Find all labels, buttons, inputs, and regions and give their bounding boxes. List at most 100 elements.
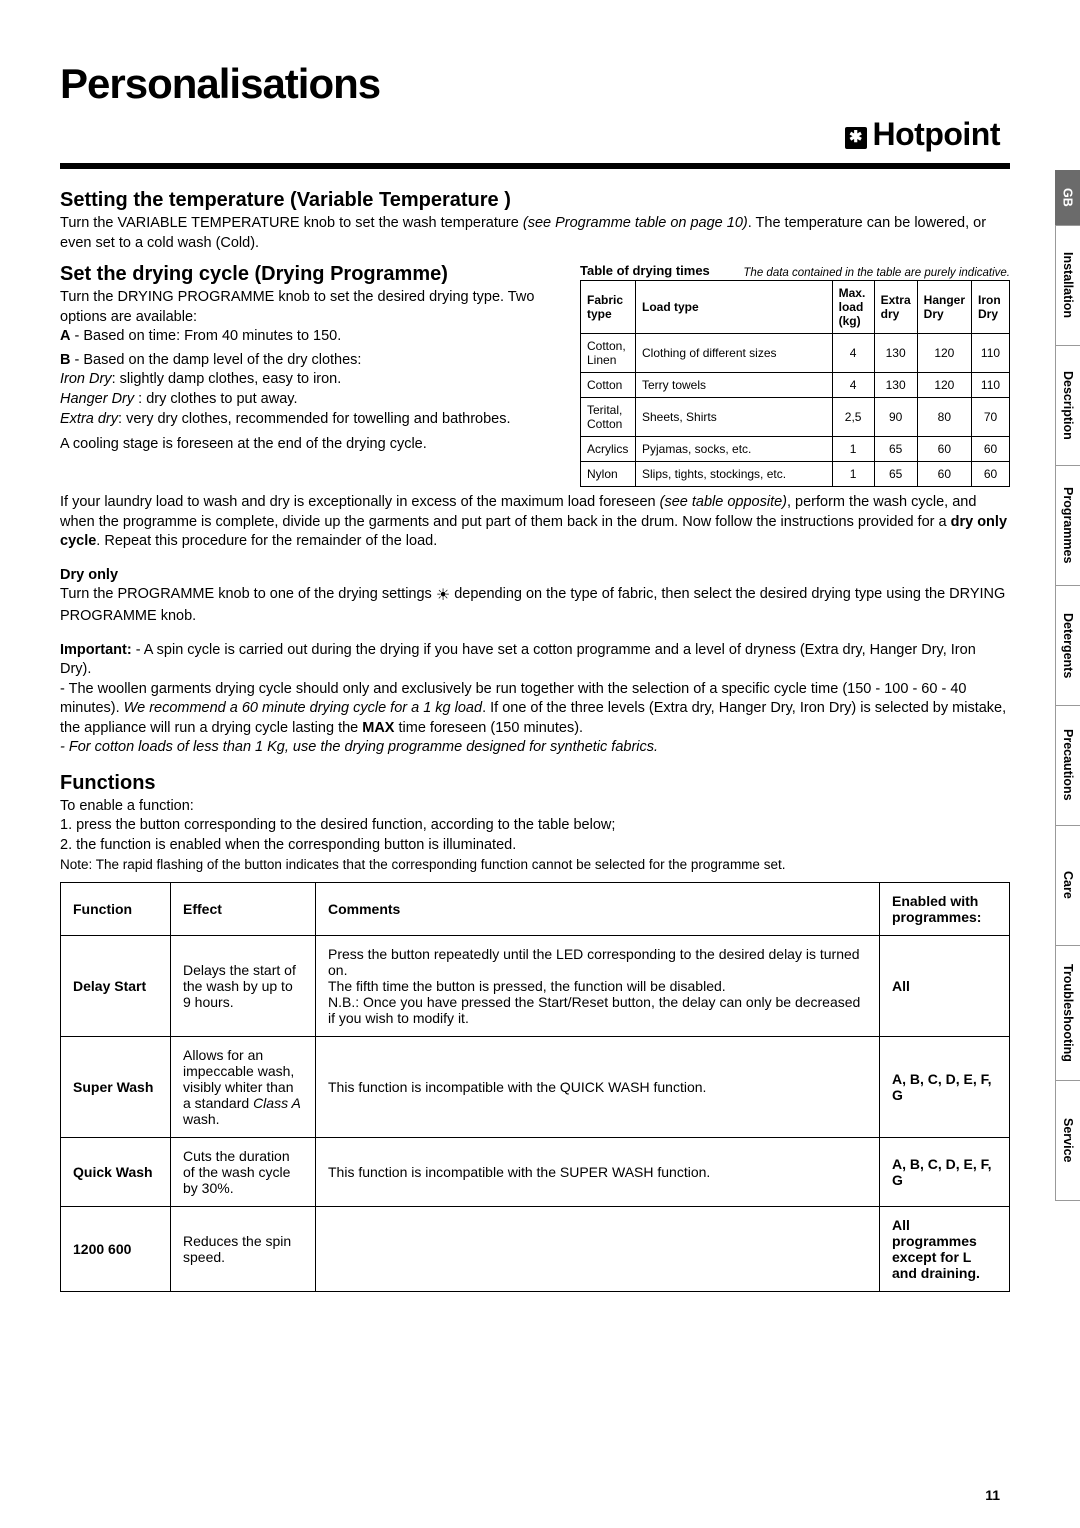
table-cell: Acrylics bbox=[581, 437, 636, 462]
side-tab[interactable]: Care bbox=[1055, 826, 1080, 946]
fn-th-effect: Effect bbox=[171, 882, 316, 935]
side-tab[interactable]: Programmes bbox=[1055, 466, 1080, 586]
functions-intro: To enable a function: bbox=[60, 797, 1010, 817]
drying-times-table: Fabric type Load type Max. load (kg) Ext… bbox=[580, 280, 1010, 487]
fn-spin-name: 1200 600 bbox=[61, 1206, 171, 1291]
dry-th-extra: Extra dry bbox=[874, 281, 917, 334]
dry-th-fabric: Fabric type bbox=[581, 281, 636, 334]
fn-quick-name: Quick Wash bbox=[61, 1137, 171, 1206]
functions-step2: 2. the function is enabled when the corr… bbox=[60, 836, 1010, 856]
brand-name: Hotpoint bbox=[873, 116, 1001, 152]
table-cell: 130 bbox=[874, 334, 917, 373]
fn-spin-comments bbox=[316, 1206, 880, 1291]
side-tab[interactable]: Description bbox=[1055, 346, 1080, 466]
dry-only-text: Turn the PROGRAMME knob to one of the dr… bbox=[60, 585, 1010, 626]
functions-note: Note: The rapid flashing of the button i… bbox=[60, 856, 1010, 874]
fn-super-enabled: A, B, C, D, E, F, G bbox=[880, 1036, 1010, 1137]
fn-th-comments: Comments bbox=[316, 882, 880, 935]
table-cell: 130 bbox=[874, 373, 917, 398]
drying-table-note: The data contained in the table are pure… bbox=[743, 267, 1010, 280]
fn-super-comments: This function is incompatible with the Q… bbox=[316, 1036, 880, 1137]
cooling-text: A cooling stage is foreseen at the end o… bbox=[60, 435, 565, 455]
table-cell: Terry towels bbox=[636, 373, 833, 398]
fn-spin-effect: Reduces the spin speed. bbox=[171, 1206, 316, 1291]
fn-th-function: Function bbox=[61, 882, 171, 935]
fn-delay-name: Delay Start bbox=[61, 935, 171, 1036]
table-cell: 120 bbox=[917, 373, 971, 398]
fn-super-effect: Allows for an impeccable wash, visibly w… bbox=[171, 1036, 316, 1137]
sun-icon: ☀ bbox=[436, 585, 450, 607]
side-tab[interactable]: Installation bbox=[1055, 226, 1080, 346]
side-tab[interactable]: GB bbox=[1055, 170, 1080, 226]
table-cell: Cotton, Linen bbox=[581, 334, 636, 373]
table-cell: Nylon bbox=[581, 462, 636, 487]
table-cell: Sheets, Shirts bbox=[636, 398, 833, 437]
page-title: Personalisations bbox=[60, 60, 1010, 108]
fn-delay-effect: Delays the start of the wash by up to 9 … bbox=[171, 935, 316, 1036]
table-cell: 1 bbox=[832, 462, 874, 487]
side-tabs: GBInstallationDescriptionProgrammesDeter… bbox=[1055, 170, 1080, 1201]
table-row: CottonTerry towels4130120110 bbox=[581, 373, 1010, 398]
heading-drying: Set the drying cycle (Drying Programme) bbox=[60, 263, 565, 286]
important-cotton: - For cotton loads of less than 1 Kg, us… bbox=[60, 738, 1010, 758]
temperature-text: Turn the VARIABLE TEMPERATURE knob to se… bbox=[60, 214, 1010, 253]
heading-temperature: Setting the temperature (Variable Temper… bbox=[60, 189, 1010, 212]
side-tab[interactable]: Service bbox=[1055, 1081, 1080, 1201]
side-tab[interactable]: Troubleshooting bbox=[1055, 946, 1080, 1081]
functions-step1: 1. press the button corresponding to the… bbox=[60, 816, 1010, 836]
table-cell: 70 bbox=[972, 398, 1010, 437]
important-block: Important: - A spin cycle is carried out… bbox=[60, 641, 1010, 680]
table-cell: 60 bbox=[972, 437, 1010, 462]
table-cell: 110 bbox=[972, 334, 1010, 373]
table-cell: 110 bbox=[972, 373, 1010, 398]
fn-quick-effect: Cuts the duration of the wash cycle by 3… bbox=[171, 1137, 316, 1206]
dry-only-heading: Dry only bbox=[60, 566, 1010, 586]
option-b: B - Based on the damp level of the dry c… bbox=[60, 351, 565, 371]
drying-table-caption: Table of drying times bbox=[580, 263, 710, 278]
table-row: AcrylicsPyjamas, socks, etc.1656060 bbox=[581, 437, 1010, 462]
table-row: Super Wash Allows for an impeccable wash… bbox=[61, 1036, 1010, 1137]
table-row: Cotton, LinenClothing of different sizes… bbox=[581, 334, 1010, 373]
dry-th-load: Load type bbox=[636, 281, 833, 334]
fn-th-enabled: Enabled with programmes: bbox=[880, 882, 1010, 935]
dry-th-iron: Iron Dry bbox=[972, 281, 1010, 334]
table-cell: 4 bbox=[832, 334, 874, 373]
table-cell: Cotton bbox=[581, 373, 636, 398]
important-wool: - The woollen garments drying cycle shou… bbox=[60, 680, 1010, 739]
brand-icon: ✱ bbox=[845, 127, 867, 149]
fn-spin-enabled: All programmes except for L and draining… bbox=[880, 1206, 1010, 1291]
heading-functions: Functions bbox=[60, 772, 1010, 795]
page-number: 11 bbox=[985, 1487, 1000, 1503]
table-cell: 4 bbox=[832, 373, 874, 398]
table-cell: 120 bbox=[917, 334, 971, 373]
excess-load-text: If your laundry load to wash and dry is … bbox=[60, 493, 1010, 552]
table-cell: 65 bbox=[874, 437, 917, 462]
extra-dry: Extra dry: very dry clothes, recommended… bbox=[60, 410, 565, 430]
table-cell: 80 bbox=[917, 398, 971, 437]
table-cell: Slips, tights, stockings, etc. bbox=[636, 462, 833, 487]
drying-intro: Turn the DRYING PROGRAMME knob to set th… bbox=[60, 288, 565, 327]
table-cell: 60 bbox=[917, 462, 971, 487]
table-row: 1200 600 Reduces the spin speed. All pro… bbox=[61, 1206, 1010, 1291]
table-cell: Pyjamas, socks, etc. bbox=[636, 437, 833, 462]
table-cell: 65 bbox=[874, 462, 917, 487]
table-row: NylonSlips, tights, stockings, etc.16560… bbox=[581, 462, 1010, 487]
table-cell: 2,5 bbox=[832, 398, 874, 437]
table-cell: 1 bbox=[832, 437, 874, 462]
table-cell: 90 bbox=[874, 398, 917, 437]
fn-quick-enabled: A, B, C, D, E, F, G bbox=[880, 1137, 1010, 1206]
functions-table: Function Effect Comments Enabled with pr… bbox=[60, 882, 1010, 1292]
side-tab[interactable]: Detergents bbox=[1055, 586, 1080, 706]
divider bbox=[60, 163, 1010, 169]
brand-logo: ✱ Hotpoint bbox=[60, 116, 1000, 153]
table-cell: 60 bbox=[917, 437, 971, 462]
hanger-dry: Hanger Dry : dry clothes to put away. bbox=[60, 390, 565, 410]
fn-quick-comments: This function is incompatible with the S… bbox=[316, 1137, 880, 1206]
side-tab[interactable]: Precautions bbox=[1055, 706, 1080, 826]
iron-dry: Iron Dry: slightly damp clothes, easy to… bbox=[60, 370, 565, 390]
dry-th-max: Max. load (kg) bbox=[832, 281, 874, 334]
table-row: Quick Wash Cuts the duration of the wash… bbox=[61, 1137, 1010, 1206]
table-cell: 60 bbox=[972, 462, 1010, 487]
table-cell: Terital, Cotton bbox=[581, 398, 636, 437]
option-a: A - Based on time: From 40 minutes to 15… bbox=[60, 327, 565, 347]
